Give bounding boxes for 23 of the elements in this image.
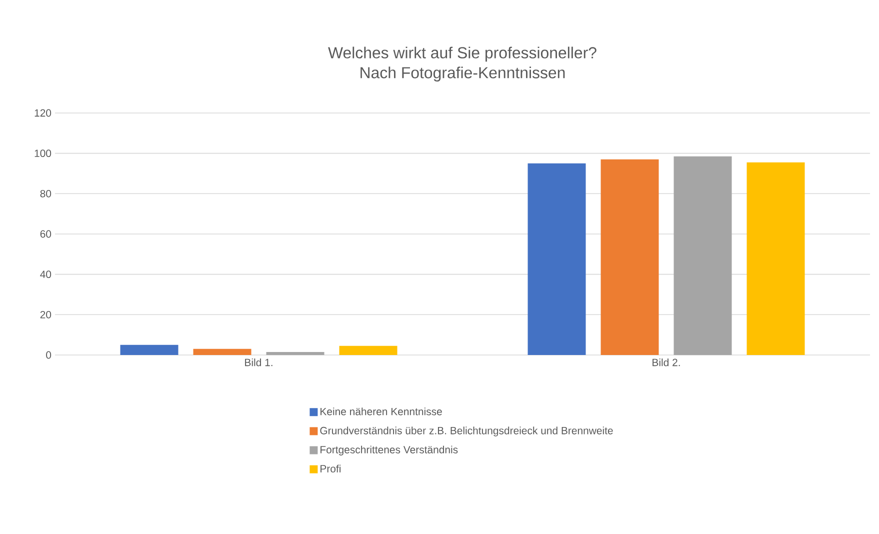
y-tick-label: 120 — [34, 109, 52, 117]
chart-subtitle: Nach Fotografie-Kenntnissen — [360, 66, 565, 82]
x-tick-label: Bild 1. — [245, 358, 272, 366]
y-tick-label: 80 — [40, 190, 52, 198]
bar — [266, 352, 324, 355]
x-tick-label: Bild 2. — [652, 358, 680, 366]
bar — [746, 162, 805, 355]
bar — [193, 348, 252, 355]
bar — [674, 156, 732, 355]
legend-label: Keine näheren Kenntnisse — [320, 408, 442, 416]
y-tick-label: 60 — [40, 230, 52, 238]
legend-label: Fortgeschrittenes Verständnis — [320, 446, 458, 456]
legend-label: Grundverständnis über z.B. Belichtungsdreieck und Brennweite — [320, 426, 613, 436]
legend-label: Profi — [320, 464, 340, 472]
bar — [120, 344, 178, 355]
y-tick-label: 40 — [40, 270, 52, 278]
chart-title: Welches wirkt auf Sie professioneller? — [328, 46, 596, 62]
y-tick-label: 100 — [34, 150, 52, 158]
y-tick-label: 0 — [46, 351, 52, 359]
y-tick-label: 20 — [40, 310, 52, 318]
bar — [600, 159, 659, 355]
bar — [339, 346, 398, 355]
bar — [528, 163, 586, 355]
